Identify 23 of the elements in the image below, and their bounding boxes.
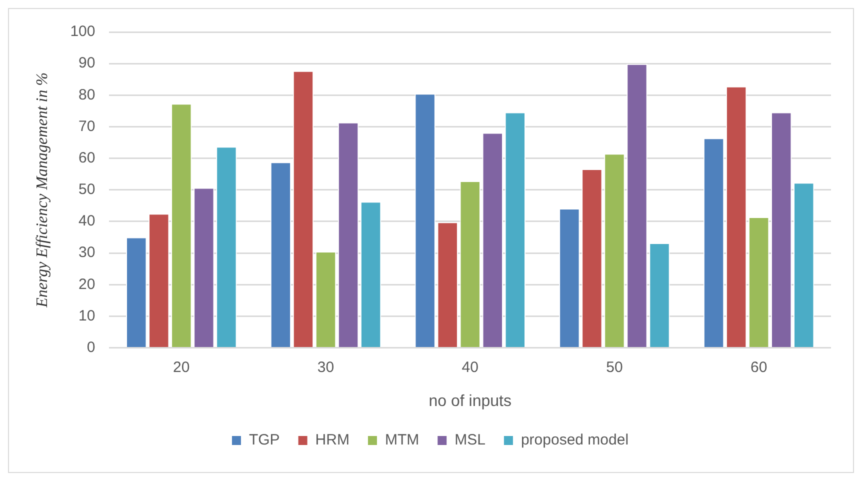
y-tick-label: 30 — [78, 244, 96, 262]
legend-label: proposed model — [520, 432, 629, 449]
y-tick-label: 90 — [78, 54, 96, 72]
x-tick-label: 40 — [462, 358, 478, 376]
y-tick-label: 60 — [78, 149, 96, 166]
y-tick-label: 70 — [78, 118, 96, 135]
y-axis-title: Energy Efficiency Management in % — [34, 72, 51, 308]
legend-label: MSL — [454, 432, 486, 449]
x-tick-label: 20 — [173, 358, 190, 376]
y-tick-label: 50 — [78, 181, 96, 198]
y-tick-label: 80 — [78, 86, 96, 104]
x-tick-label: 60 — [750, 358, 768, 376]
x-tick-label: 50 — [606, 358, 623, 376]
y-tick-label: 0 — [86, 338, 96, 356]
legend-label: MTM — [384, 432, 420, 449]
y-tick-label: 40 — [78, 212, 96, 230]
x-axis-title: no of inputs — [428, 392, 512, 410]
legend-label: HRM — [315, 432, 350, 449]
legend-label: TGP — [248, 432, 280, 449]
x-tick-label: 30 — [317, 358, 334, 376]
y-tick-label: 10 — [78, 307, 96, 324]
y-tick-label: 100 — [70, 23, 96, 40]
y-tick-label: 20 — [78, 276, 96, 293]
